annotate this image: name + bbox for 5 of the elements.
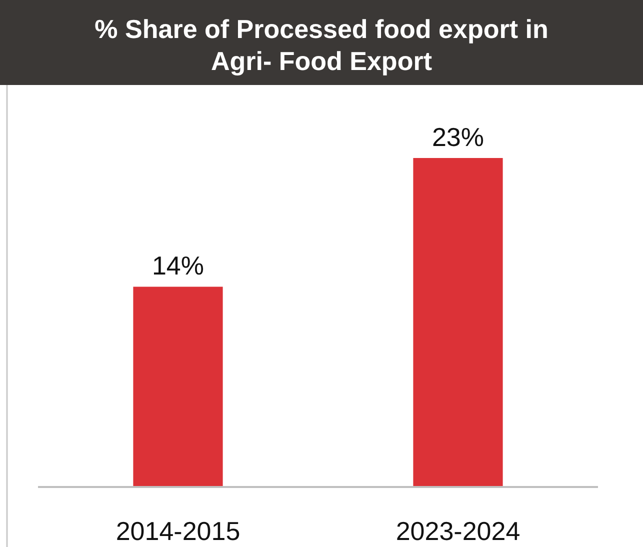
data-label: 23% <box>432 122 484 152</box>
x-tick-label: 2014-2015 <box>116 516 240 546</box>
data-label: 14% <box>152 250 204 281</box>
chart-title: % Share of Processed food export in Agri- Food Export <box>94 14 548 76</box>
x-tick-label: 2023-2024 <box>396 516 520 546</box>
